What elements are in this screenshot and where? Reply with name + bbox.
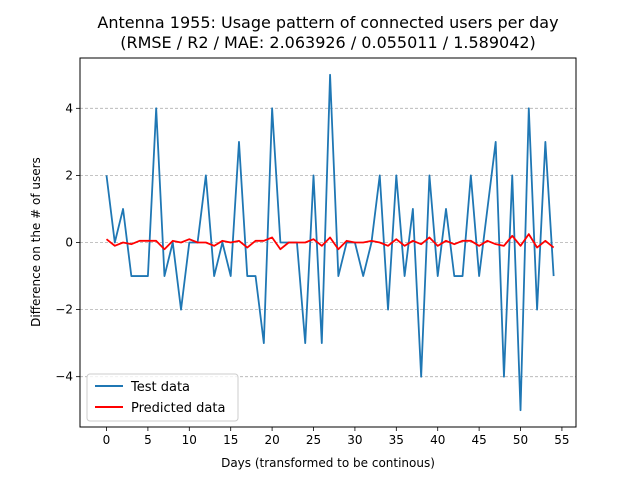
x-tick-label: 25 <box>306 433 321 447</box>
y-tick-label: −4 <box>55 370 73 384</box>
x-tick-label: 5 <box>144 433 152 447</box>
legend-label-test: Test data <box>130 380 190 395</box>
legend-label-predicted: Predicted data <box>131 401 225 416</box>
x-tick-label: 20 <box>264 433 279 447</box>
y-tick-label: 2 <box>65 168 73 182</box>
chart-title: Antenna 1955: Usage pattern of connected… <box>97 13 558 32</box>
y-tick-label: 4 <box>65 101 73 115</box>
series-group <box>105 73 555 412</box>
x-axis-label: Days (transformed to be continous) <box>221 456 435 470</box>
series-line-predicted <box>105 233 555 251</box>
x-tick-label: 15 <box>223 433 238 447</box>
legend-box <box>86 373 239 422</box>
x-tick-label: 55 <box>554 433 569 447</box>
x-tick-label: 10 <box>182 433 197 447</box>
legend: Test data Predicted data <box>86 373 239 422</box>
x-axis-ticks: 0 5 10 15 20 25 30 35 40 45 50 55 <box>103 427 570 447</box>
x-tick-label: 0 <box>103 433 111 447</box>
x-tick-label: 30 <box>347 433 362 447</box>
x-tick-label: 40 <box>430 433 445 447</box>
y-tick-label: 0 <box>65 236 73 250</box>
series-line-test <box>105 73 555 412</box>
chart-subtitle: (RMSE / R2 / MAE: 2.063926 / 0.055011 / … <box>120 33 536 52</box>
y-axis-label: Difference on the # of users <box>29 157 43 327</box>
x-tick-label: 45 <box>471 433 486 447</box>
y-axis-ticks: −4 −2 0 2 4 <box>55 101 80 384</box>
x-tick-label: 35 <box>389 433 404 447</box>
y-tick-label: −2 <box>55 303 73 317</box>
x-tick-label: 50 <box>513 433 528 447</box>
